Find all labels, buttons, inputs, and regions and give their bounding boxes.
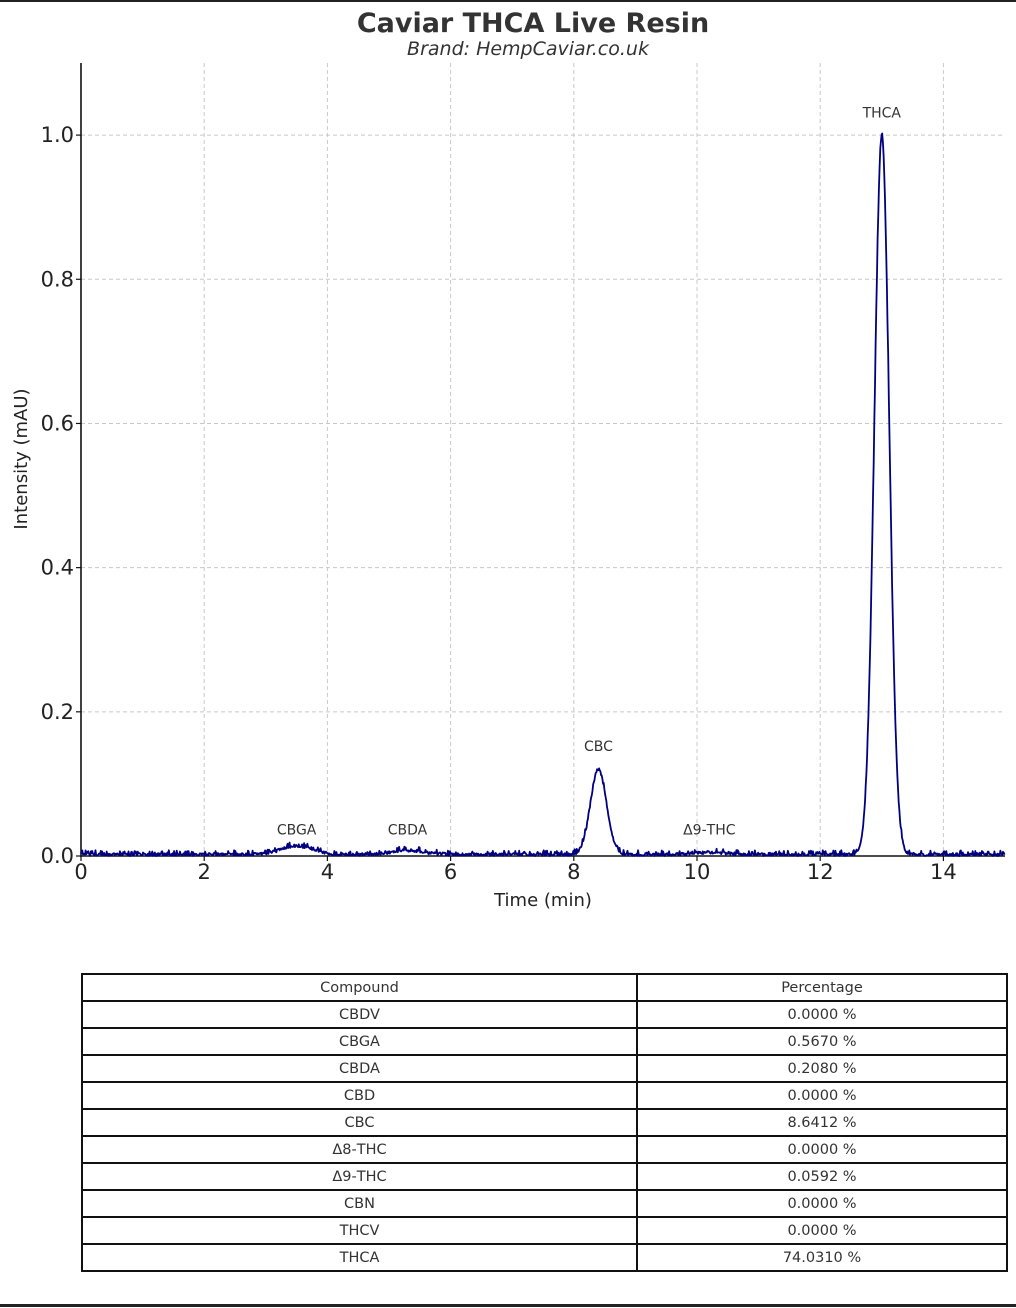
percentage-cell: 74.0310 % bbox=[636, 1243, 1008, 1272]
x-tick-label: 2 bbox=[198, 860, 211, 884]
peak-label: Δ9-THC bbox=[683, 822, 736, 838]
compound-cell: CBDV bbox=[81, 1000, 638, 1029]
axes bbox=[80, 63, 1005, 857]
peak-label: CBGA bbox=[277, 822, 317, 838]
percentage-cell: 0.0000 % bbox=[636, 1189, 1008, 1218]
y-tick-label: 0.2 bbox=[41, 700, 74, 724]
peak-labels: CBGA CBDA CBC Δ9-THC THCA bbox=[277, 105, 902, 838]
compound-cell: THCA bbox=[81, 1243, 638, 1272]
table-row: Δ8-THC 0.0000 % bbox=[81, 1135, 1008, 1164]
top-rule bbox=[0, 0, 1016, 2]
chart-subtitle: Brand: HempCaviar.co.uk bbox=[407, 38, 650, 60]
chart-title: Caviar THCA Live Resin bbox=[357, 8, 709, 39]
percentage-cell: 0.0000 % bbox=[636, 1000, 1008, 1029]
table-row: CBD 0.0000 % bbox=[81, 1081, 1008, 1110]
compound-cell: Δ8-THC bbox=[81, 1135, 638, 1164]
header-percentage: Percentage bbox=[636, 973, 1008, 1002]
percentage-cell: 0.0000 % bbox=[636, 1135, 1008, 1164]
compound-cell: CBD bbox=[81, 1081, 638, 1110]
peak-label: THCA bbox=[862, 105, 902, 121]
x-tick-label: 14 bbox=[930, 860, 957, 884]
percentage-cell: 0.0592 % bbox=[636, 1162, 1008, 1191]
header-compound: Compound bbox=[81, 973, 638, 1002]
x-axis-label: Time (min) bbox=[493, 890, 592, 911]
x-tick-label: 6 bbox=[444, 860, 457, 884]
percentage-cell: 0.2080 % bbox=[636, 1054, 1008, 1083]
grid-lines bbox=[81, 63, 1005, 856]
compound-cell: CBC bbox=[81, 1108, 638, 1137]
table-row: CBC 8.6412 % bbox=[81, 1108, 1008, 1137]
y-tick-labels: 0.0 0.2 0.4 0.6 0.8 1.0 bbox=[41, 123, 81, 868]
cannabinoid-results-table: Compound Percentage CBDV 0.0000 % CBGA 0… bbox=[81, 973, 1008, 1272]
y-tick-label: 0.8 bbox=[41, 267, 74, 291]
chromatogram-line bbox=[80, 132, 1006, 857]
percentage-cell: 0.5670 % bbox=[636, 1027, 1008, 1056]
y-tick-label: 1.0 bbox=[41, 123, 74, 147]
x-tick-label: 0 bbox=[74, 860, 87, 884]
compound-cell: CBGA bbox=[81, 1027, 638, 1056]
x-tick-label: 12 bbox=[807, 860, 834, 884]
y-tick-label: 0.6 bbox=[41, 411, 74, 435]
percentage-cell: 0.0000 % bbox=[636, 1216, 1008, 1245]
x-tick-label: 8 bbox=[567, 860, 580, 884]
y-tick-label: 0.4 bbox=[41, 556, 74, 580]
compound-cell: THCV bbox=[81, 1216, 638, 1245]
percentage-cell: 0.0000 % bbox=[636, 1081, 1008, 1110]
percentage-cell: 8.6412 % bbox=[636, 1108, 1008, 1137]
y-tick-label: 0.0 bbox=[41, 844, 74, 868]
y-axis-label: Intensity (mAU) bbox=[11, 388, 32, 529]
table-header-row: Compound Percentage bbox=[81, 973, 1008, 1002]
x-tick-labels: 0 2 4 6 8 10 12 14 bbox=[74, 856, 957, 884]
table-row: Δ9-THC 0.0592 % bbox=[81, 1162, 1008, 1191]
x-tick-label: 4 bbox=[321, 860, 334, 884]
table-row: THCV 0.0000 % bbox=[81, 1216, 1008, 1245]
compound-cell: CBN bbox=[81, 1189, 638, 1218]
peak-label: CBC bbox=[584, 739, 613, 755]
table-row: CBDV 0.0000 % bbox=[81, 1000, 1008, 1029]
table-row: CBGA 0.5670 % bbox=[81, 1027, 1008, 1056]
table-row: CBN 0.0000 % bbox=[81, 1189, 1008, 1218]
chromatogram-chart: Caviar THCA Live Resin Brand: HempCaviar… bbox=[11, 8, 1006, 911]
table-row: CBDA 0.2080 % bbox=[81, 1054, 1008, 1083]
table-row: THCA 74.0310 % bbox=[81, 1243, 1008, 1272]
x-tick-label: 10 bbox=[684, 860, 711, 884]
compound-cell: Δ9-THC bbox=[81, 1162, 638, 1191]
bottom-rule bbox=[0, 1304, 1016, 1307]
compound-cell: CBDA bbox=[81, 1054, 638, 1083]
peak-label: CBDA bbox=[388, 822, 428, 838]
